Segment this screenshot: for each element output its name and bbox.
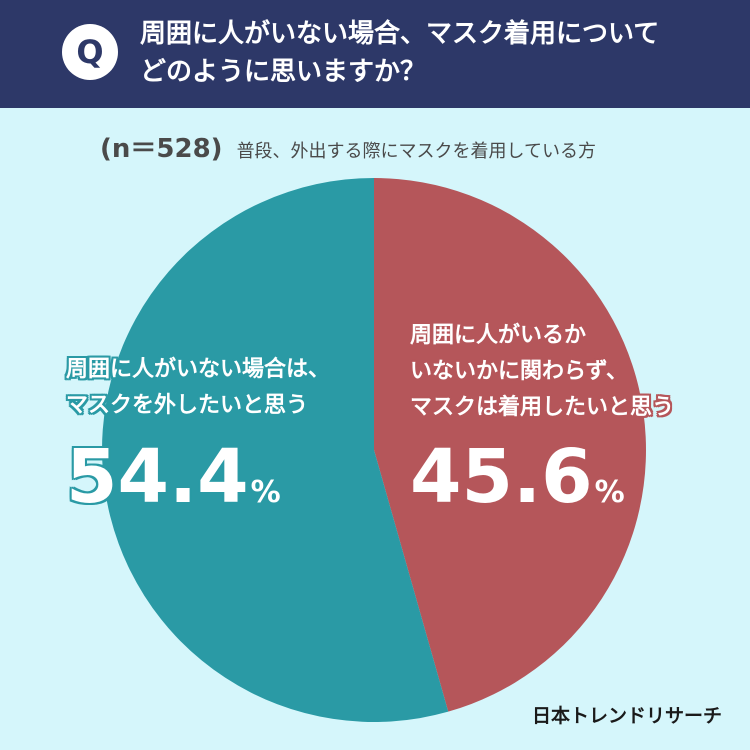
pie-slice-wear-mask [374, 178, 646, 712]
respondent-description: 普段、外出する際にマスクを着用している方 [236, 141, 597, 162]
question-text-line2: どのように思いますか？ [140, 57, 427, 87]
slice-value-wear-mask-unit: % [594, 475, 625, 510]
slice-value-wear-mask: 45.6% [410, 440, 625, 514]
pie-slice-remove-mask [101, 178, 449, 722]
slice-value-remove-mask-number: 54.4 [66, 434, 249, 520]
brand-logo: 日本トレンドリサーチ [531, 705, 722, 727]
question-text-line1: 周囲に人がいない場合、マスク着用について [140, 19, 660, 49]
slice-label-wear-mask-line1: 周囲に人がいるか [410, 323, 587, 348]
slice-label-wear-mask: 周囲に人がいるか いないかに関わらず、 マスクは着用したいと思う [410, 318, 674, 426]
slice-label-remove-mask-line2: マスクを外したいと思う [66, 393, 309, 418]
slice-value-remove-mask-unit: % [250, 475, 281, 510]
slice-label-wear-mask-line3: マスクは着用したいと思う [410, 395, 675, 420]
slice-label-remove-mask: 周囲に人がいない場合は、 マスクを外したいと思う [66, 352, 330, 424]
slice-label-remove-mask-line1: 周囲に人がいない場合は、 [66, 357, 331, 382]
question-header: Q 周囲に人がいない場合、マスク着用について どのように思いますか？ [0, 0, 750, 108]
sample-size: (n＝528) [100, 134, 223, 164]
slice-value-wear-mask-number: 45.6 [410, 434, 593, 520]
slice-label-wear-mask-line2: いないかに関わらず、 [410, 359, 629, 384]
question-badge: Q [62, 24, 118, 80]
survey-subtitle: (n＝528) 普段、外出する際にマスクを着用している方 [100, 128, 596, 165]
slice-value-remove-mask: 54.4% [66, 440, 281, 514]
